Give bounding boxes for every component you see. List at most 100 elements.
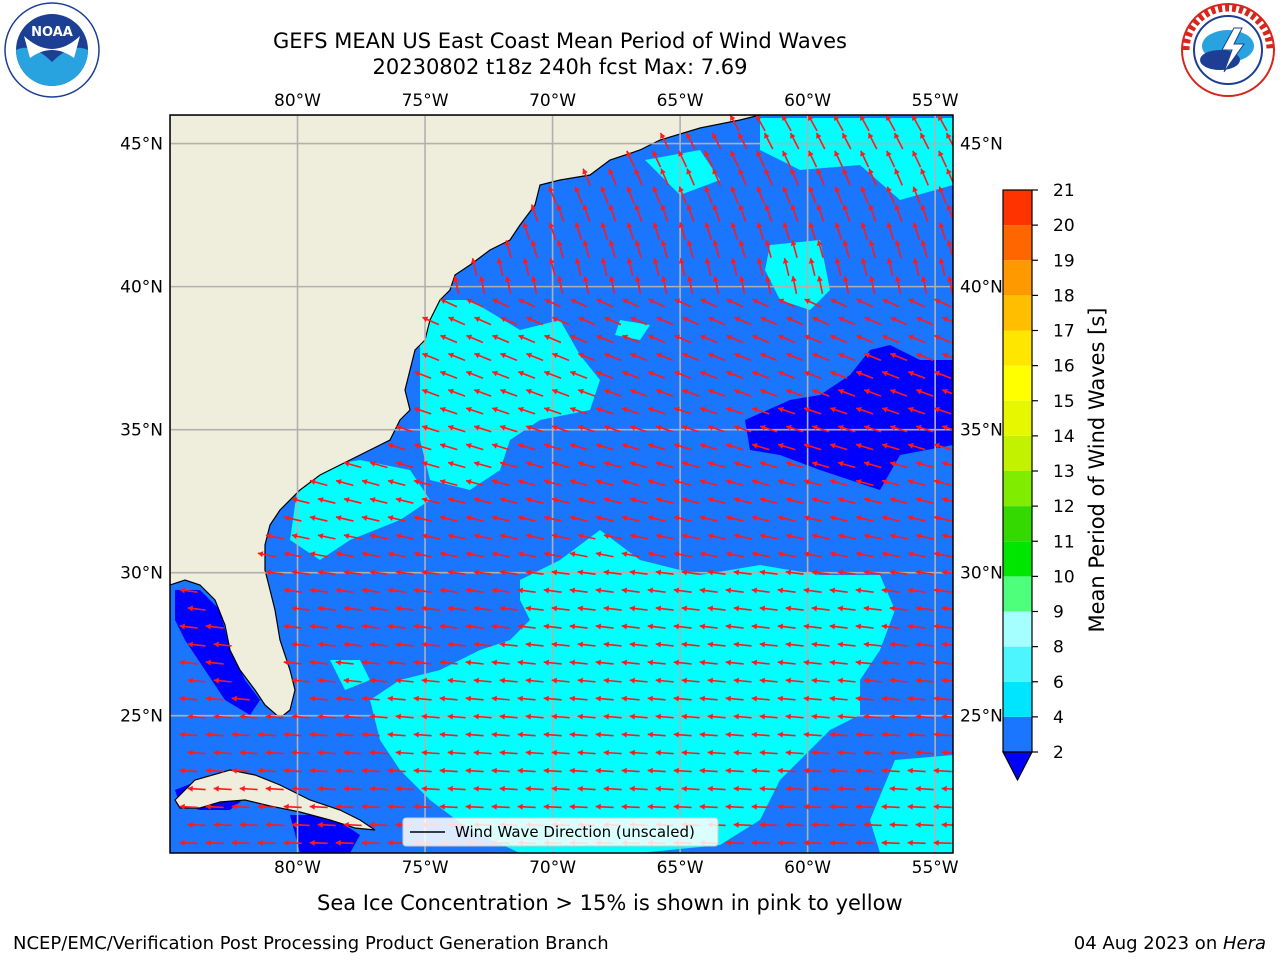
wave-arrowhead [413, 623, 420, 630]
wave-arrowhead [734, 316, 741, 323]
wave-arrowhead [205, 623, 212, 630]
wave-arrowhead [941, 569, 948, 576]
wave-arrowhead [915, 641, 922, 648]
wave-arrowhead [855, 803, 861, 810]
wave-arrowhead [522, 222, 529, 229]
wave-arrowhead [786, 424, 792, 431]
wave-arrowhead [733, 605, 740, 612]
wave-arrowhead [673, 587, 680, 594]
wave-arrowhead [778, 442, 784, 449]
wave-arrowhead [213, 713, 219, 720]
wave-arrowhead [915, 821, 921, 828]
wave-arrowhead [656, 424, 662, 431]
wave-arrowhead [915, 749, 921, 756]
wave-arrowhead [834, 258, 841, 264]
wave-arrowhead [712, 132, 718, 139]
wave-arrowhead [413, 767, 419, 774]
wave-arrowhead [578, 316, 585, 323]
wave-arrowhead [752, 406, 758, 413]
wave-arrowhead [648, 298, 655, 305]
wave-arrowhead [622, 334, 629, 341]
wave-arrowhead [764, 132, 770, 139]
colorbar-tick-label: 11 [1053, 532, 1075, 552]
wave-arrowhead [447, 713, 453, 720]
wave-arrowhead [574, 186, 581, 193]
wave-arrowhead [600, 222, 607, 229]
wave-arrowhead [608, 168, 614, 175]
wave-arrowhead [673, 551, 680, 558]
wave-arrowhead [920, 240, 927, 246]
wave-arrowhead [517, 659, 523, 666]
wave-arrowhead [577, 785, 583, 792]
wave-arrowhead [634, 204, 641, 211]
wave-arrowhead [946, 168, 952, 175]
sea-ice-note: Sea Ice Concentration > 15% is shown in … [317, 891, 903, 915]
wave-arrowhead [699, 551, 706, 558]
wave-arrowhead [309, 551, 316, 558]
lon-tick-label: 65°W [657, 858, 704, 878]
wave-arrowhead [603, 641, 610, 648]
wave-arrowhead [674, 442, 680, 449]
wave-arrowhead [608, 276, 615, 282]
wave-arrowhead [474, 352, 481, 359]
wave-arrowhead [860, 258, 867, 264]
wave-arrowhead [335, 839, 341, 846]
wave-arrowhead [686, 240, 693, 246]
wave-arrowhead [803, 803, 809, 810]
wave-arrowhead [837, 569, 844, 576]
wave-arrowhead [946, 276, 953, 282]
wave-arrowhead [596, 442, 602, 449]
wave-arrowhead [908, 334, 915, 341]
wave-arrowhead [414, 370, 421, 377]
wave-arrowhead [626, 222, 633, 229]
wave-arrowhead [578, 388, 584, 395]
wave-arrowhead [577, 605, 584, 612]
wave-arrowhead [860, 186, 867, 193]
wave-arrowhead [551, 785, 557, 792]
wave-arrowhead [518, 334, 525, 341]
wave-arrowhead [838, 461, 844, 467]
wave-arrowhead [500, 316, 507, 323]
wave-arrowhead [725, 515, 732, 522]
wave-arrowhead [777, 623, 784, 630]
wave-arrowhead [552, 316, 559, 323]
wave-arrowhead [863, 677, 869, 684]
wave-arrowhead [548, 258, 555, 264]
wave-arrowhead [629, 749, 635, 756]
wave-arrowhead [934, 442, 940, 449]
wave-arrowhead [830, 370, 837, 377]
wave-arrowhead [868, 132, 874, 139]
lon-tick-label: 80°W [274, 858, 321, 878]
wave-arrowhead [492, 442, 498, 449]
wave-arrowhead [855, 515, 862, 522]
wave-arrowhead [570, 442, 576, 449]
wave-arrowhead [811, 569, 818, 576]
wave-arrowhead [626, 150, 632, 157]
wave-arrowhead [491, 479, 498, 485]
wave-arrowhead [578, 424, 584, 431]
wave-arrowhead [629, 569, 636, 576]
noaa-logo: NOAA [4, 2, 100, 98]
wave-arrowhead [309, 695, 315, 702]
wave-arrowhead [777, 839, 783, 846]
wave-arrowhead [548, 186, 555, 193]
wave-arrowhead [317, 533, 324, 540]
wave-arrowhead [465, 659, 471, 666]
wave-arrowhead [369, 533, 376, 540]
wave-arrowhead [933, 803, 939, 810]
wave-arrowhead [387, 839, 393, 846]
wave-arrowhead [759, 497, 766, 503]
wave-arrowhead [492, 334, 499, 341]
wave-arrowhead [803, 551, 810, 558]
wave-arrowhead [447, 533, 454, 540]
wave-arrowhead [881, 623, 888, 630]
chart-title: GEFS MEAN US East Coast Mean Period of W… [273, 29, 847, 53]
wave-arrowhead [473, 533, 480, 540]
wave-arrowhead [712, 168, 718, 175]
wave-arrowhead [704, 150, 710, 157]
wave-arrowhead [492, 406, 498, 413]
wave-arrowhead [608, 240, 615, 246]
wave-arrowhead [890, 461, 896, 467]
wave-arrowhead [829, 587, 836, 594]
wave-arrowhead [881, 731, 887, 738]
